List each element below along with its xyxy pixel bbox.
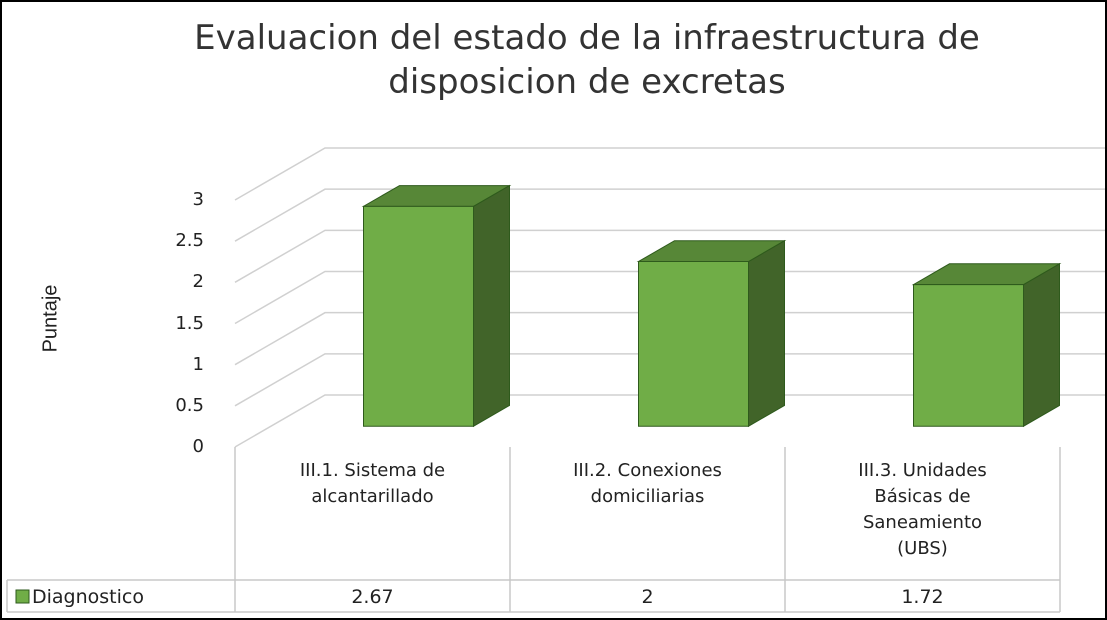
bar (636, 239, 787, 428)
bar-front (363, 205, 474, 427)
y-tick-label: 1 (192, 353, 204, 375)
y-tick-label: 3 (192, 189, 204, 210)
bar-front (913, 284, 1024, 427)
grid-line (234, 229, 1105, 283)
legend-label: Diagnostico (32, 586, 144, 608)
table-value: 1.72 (901, 586, 944, 608)
legend-swatch (15, 589, 30, 604)
bar-side (748, 239, 785, 428)
x-tick-label: III.2. Conexiones domiciliarias (573, 460, 722, 507)
grid-line (234, 353, 1105, 407)
grid-line (234, 311, 1105, 366)
bar-side (473, 184, 510, 428)
chart-title: Evaluacion del estado de la infraestruct… (194, 18, 980, 102)
y-tick-label: 0 (192, 436, 204, 457)
bar-front (638, 261, 749, 427)
bar-side (1023, 262, 1060, 428)
x-tick-label: III.3. Unidades Básicas de Saneamiento (… (858, 460, 987, 559)
y-tick-label: 0.5 (175, 394, 204, 416)
grid-line (234, 270, 1105, 325)
table-value: 2 (641, 586, 654, 608)
y-tick-label: 2.5 (175, 230, 204, 252)
grid-line (234, 147, 1105, 201)
table-value: 2.67 (351, 586, 394, 608)
y-axis-label: Puntaje (39, 284, 62, 353)
grid-line (234, 188, 1105, 242)
grid-line (234, 394, 1105, 448)
y-tick-label: 2 (192, 271, 204, 293)
x-tick-label: III.1. Sistema de alcantarillado (299, 460, 446, 507)
y-tick-label: 1.5 (175, 312, 204, 334)
bar (361, 184, 512, 428)
bar (911, 262, 1062, 428)
